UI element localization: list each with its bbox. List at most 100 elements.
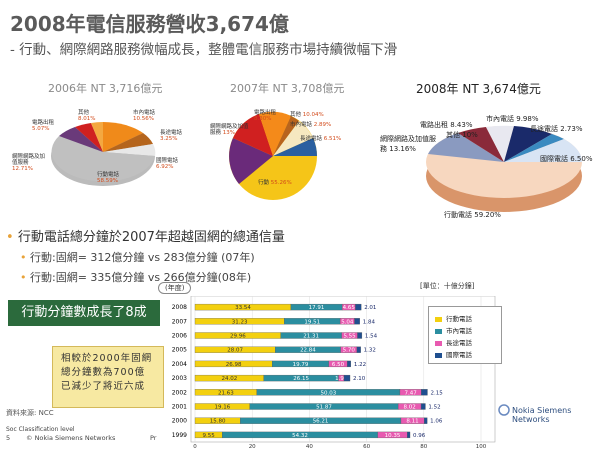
footer-copyright: © Nokia Siemens Networks <box>26 434 116 442</box>
footer-classification: Soc Classification level <box>6 426 75 433</box>
bar-segment <box>421 389 428 396</box>
bar-value-label: 33.54 <box>235 305 251 311</box>
pie-2008-label-mobile: 行動電話 59.20% <box>444 211 501 219</box>
legend-swatch <box>435 328 442 334</box>
legend-item: 長途電話 <box>435 337 472 347</box>
pie-2008-caption: 2008年 NT 3,674億元 <box>416 82 541 96</box>
pie-2008-label-local: 市內電話 9.98% <box>486 115 539 123</box>
pie-2007-label-mobile: 行動 55.26% <box>258 180 292 186</box>
nsn-logo: Nokia Siemens Networks <box>498 404 571 424</box>
pie-2008-slice-long <box>504 134 564 162</box>
y-tick-label: 2003 <box>172 375 187 382</box>
nsn-logo-icon <box>498 404 510 416</box>
y-tick-label: 2000 <box>172 418 187 425</box>
legend-item: 市內電話 <box>435 325 472 335</box>
bar-value-label: 5.04 <box>341 319 354 325</box>
bar-segment <box>343 374 351 382</box>
bar-segment <box>355 303 362 311</box>
bar-value-label: 1.93 <box>335 376 348 382</box>
x-tick-label: 80 <box>420 444 427 449</box>
pie-2006-slice-long <box>103 133 153 152</box>
y-tick-label: 2002 <box>172 389 187 396</box>
pie-2007-label-other: 其他 10.04% <box>290 112 324 118</box>
bar-value-label: 19.51 <box>304 319 320 325</box>
legend-label: 行動電話 <box>446 315 472 323</box>
bar-value-label: 19.16 <box>215 405 231 411</box>
bar-segment <box>354 318 360 325</box>
y-tick-label: 2001 <box>172 404 187 411</box>
pie-2007-caption: 2007年 NT 3,708億元 <box>230 82 345 95</box>
pie-2006-slice-mobile <box>51 136 155 182</box>
source-text: 資料來源: NCC <box>6 409 54 417</box>
pie-2006-slice-internet <box>59 127 103 152</box>
pie-2007-label-internet: 網際網路及加值服務 13% <box>210 124 249 136</box>
legend-label: 市內電話 <box>446 327 472 335</box>
pie-2007-slice-local <box>273 116 299 156</box>
bar-value-label: 54.32 <box>292 433 308 439</box>
pie-2007 <box>229 111 317 200</box>
page-subtitle: - 行動、網際網路服務微幅成長，整體電信服務市場持續微幅下滑 <box>10 42 398 58</box>
bar-value-label: 2.01 <box>364 305 376 311</box>
bar-value-label: 29.96 <box>230 334 246 340</box>
pie-2006-slice-intl <box>103 144 156 156</box>
bar-segment <box>347 360 351 368</box>
x-tick-label: 0 <box>193 444 197 449</box>
bar-value-label: 7.47 <box>405 390 418 396</box>
pie-2007-slice-internet <box>229 138 273 184</box>
pie-2006-label-other: 其他 8.01% <box>78 110 96 122</box>
chart-year-label: (年度) <box>158 282 192 294</box>
pie-2006-label-local: 市內電話 10.56% <box>133 110 156 122</box>
pie-2006-slice-leased <box>75 123 103 152</box>
chart-frame <box>190 296 496 443</box>
y-tick-label: 2004 <box>172 361 187 368</box>
y-tick-label: 2008 <box>172 304 187 311</box>
bullet-main: • 行動電話總分鐘於2007年超越固網的總通信量 <box>6 230 285 245</box>
pie-2006-label-internet: 網際網路及加值服務 12.71% <box>12 154 46 172</box>
pie-2008-label-internet: 網際網路及加值服務 13.16% <box>380 135 436 153</box>
minutes-bar-chart: 0 20 40 60 80 100 2008 33.54 17.91 4.65 2.01 2007 31… <box>172 296 496 449</box>
pie-2007-label-local: 市內電話 2.89% <box>290 122 332 128</box>
bar-segment <box>357 332 363 339</box>
bar-value-label: 5.55 <box>343 334 356 340</box>
bar-value-label: 1.52 <box>428 405 440 411</box>
pie-2006-label-intl: 國際電話 6.92% <box>156 158 179 170</box>
bullet-list: • 行動電話總分鐘於2007年超越固網的總通信量 • 行動:固網= 312億分鐘… <box>6 226 285 285</box>
bar-value-label: 2.15 <box>430 390 443 396</box>
pie-2006 <box>51 122 156 186</box>
pie-2006-caption: 2006年 NT 3,716億元 <box>48 82 163 95</box>
bar-value-label: 51.87 <box>316 405 332 411</box>
legend-swatch <box>435 340 442 346</box>
bar-segment <box>423 417 428 424</box>
note-callout: 相較於2000年固網總分鐘數為700億已減少了將近六成 <box>52 346 164 408</box>
footer-page-number: 5 <box>6 434 11 442</box>
bullet-sub-2: • 行動:固網= 335億分鐘 vs 266億分鐘(08年) <box>20 271 252 284</box>
pie-2006-label-leased: 電路出租 5.07% <box>32 120 55 132</box>
pie-2008-label-other: 其他 10% <box>446 131 478 139</box>
legend-item: 行動電話 <box>435 313 472 323</box>
bar-value-label: 24.02 <box>221 376 237 382</box>
bar-value-label: 6.50 <box>332 362 345 368</box>
y-tick-label: 2005 <box>172 347 187 354</box>
pie-2006-label-long: 長途電話 3.25% <box>160 130 183 142</box>
bar-value-label: 31.23 <box>232 319 248 325</box>
bar-value-label: 1.84 <box>363 319 376 325</box>
pie-2008-label-long: 長途電話 2.73% <box>530 125 583 133</box>
bar-value-label: 2.10 <box>353 376 366 382</box>
chart-unit-label: [單位：十億分鐘] <box>420 282 475 290</box>
pie-2008-slice-intl <box>504 139 582 162</box>
pie-2008-slice-local <box>504 126 552 162</box>
x-tick-label: 20 <box>249 444 256 449</box>
bar-value-label: 56.21 <box>313 419 329 425</box>
bar-value-label: 28.07 <box>227 348 243 354</box>
pie-2007-label-leased: 電路出租 8.30% <box>254 110 277 122</box>
bar-value-label: 1.54 <box>365 334 378 340</box>
bar-value-label: 1.22 <box>354 362 366 368</box>
x-tick-label: 60 <box>363 444 370 449</box>
pie-2008-slice-leased <box>458 127 504 162</box>
footer-pr: Pr <box>150 434 157 442</box>
legend-swatch <box>435 352 442 358</box>
y-tick-label: 1999 <box>172 432 187 439</box>
bar-value-label: 5.70 <box>343 348 356 354</box>
pie-2006-label-mobile: 行動電話 58.59% <box>97 172 120 184</box>
bar-value-label: 21.31 <box>303 334 319 340</box>
